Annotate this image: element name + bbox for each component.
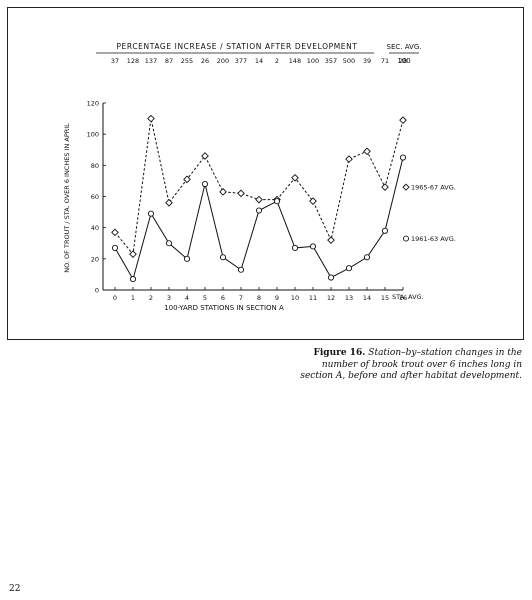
x-tick-label: 6 xyxy=(221,294,225,302)
x-tick-label: 0 xyxy=(113,294,117,302)
percentage-label: 28 xyxy=(399,57,407,65)
data-point-diamond xyxy=(345,155,353,163)
percentage-label: 377 xyxy=(235,57,247,65)
data-point-circle xyxy=(201,180,209,188)
y-tick-label: 40 xyxy=(91,224,99,232)
data-point-diamond xyxy=(309,197,317,206)
percentage-label: 200 xyxy=(217,57,229,65)
percentage-label: 71 xyxy=(381,57,389,65)
data-point-diamond xyxy=(219,187,227,196)
sec-avg-label: SEC. AVG. xyxy=(387,43,422,51)
percentage-label: 39 xyxy=(363,57,371,65)
x-tick-label: 1 xyxy=(131,294,135,302)
data-point-diamond xyxy=(327,236,335,244)
percentage-label: 128 xyxy=(127,57,139,65)
data-point-diamond xyxy=(363,147,371,156)
percentage-label: 14 xyxy=(255,57,263,65)
y-ticks: 0 20 40 60 80 100 120 xyxy=(87,100,106,295)
data-point-circle xyxy=(165,240,173,247)
data-point-circle xyxy=(219,254,227,261)
data-point-circle xyxy=(363,254,371,261)
data-point-diamond xyxy=(381,183,389,191)
data-point-diamond xyxy=(129,250,137,258)
percentage-label: 37 xyxy=(111,57,119,65)
percentage-label: 255 xyxy=(181,57,193,65)
data-point-circle xyxy=(255,207,263,214)
y-tick-label: 60 xyxy=(91,193,99,201)
percentage-row: 37 128 137 87 255 26 200 377 14 2 148 100 357 500 39 71… xyxy=(111,57,407,65)
data-point-circle xyxy=(381,227,389,234)
data-point-circle xyxy=(291,244,299,251)
percentage-label: 500 xyxy=(343,57,355,65)
data-point-diamond xyxy=(399,116,407,124)
percentage-label: 26 xyxy=(201,57,209,65)
percentage-label: 357 xyxy=(325,57,337,65)
trout-chart: PERCENTAGE INCREASE / STATION AFTER DEVE… xyxy=(63,42,456,312)
series-line xyxy=(114,118,404,256)
percentage-label: 2 xyxy=(275,57,279,65)
data-point-circle xyxy=(327,274,335,281)
x-tick-label: 10 xyxy=(291,294,299,302)
x-tick-label: 14 xyxy=(363,294,371,302)
x-tick-label: 4 xyxy=(185,294,189,302)
series-layer: 1965-67 AVG. 1961-63 AVG. xyxy=(111,114,456,283)
x-tick-label: 13 xyxy=(345,294,353,302)
x-tick-label: 8 xyxy=(257,294,261,302)
legend-label: 1965-67 AVG. xyxy=(411,184,456,192)
x-ticks: 0 1 2 3 4 5 6 7 8 9 10 11 12 13 14 15 16 xyxy=(113,287,407,302)
data-point-circle xyxy=(399,154,407,161)
figure-caption: Figure 16. Station–by–station changes in… xyxy=(300,348,522,383)
avg-marker-diamond xyxy=(402,183,410,191)
x-tick-label: 3 xyxy=(167,294,171,302)
x-axis-label: 100-YARD STATIONS IN SECTION A xyxy=(164,304,284,312)
x-tick-label: 5 xyxy=(203,294,207,302)
data-point-diamond xyxy=(237,189,245,198)
avg-marker-circle xyxy=(403,235,409,242)
x-tick-label: 7 xyxy=(239,294,243,302)
data-point-circle xyxy=(183,255,191,262)
data-point-diamond xyxy=(111,228,119,237)
x-tick-label: 15 xyxy=(381,294,389,302)
y-tick-label: 120 xyxy=(87,100,99,108)
data-point-diamond xyxy=(183,175,191,184)
x-tick-label: 12 xyxy=(327,294,335,302)
figure-number: Figure 16. xyxy=(313,348,366,358)
data-point-circle xyxy=(309,243,317,250)
x-tick-label: 9 xyxy=(275,294,279,302)
y-tick-label: 0 xyxy=(95,287,99,295)
y-axis-label: NO. OF TROUT / STA. OVER 6 INCHES IN APR… xyxy=(63,123,71,273)
series-line xyxy=(114,157,404,281)
data-point-circle xyxy=(237,266,245,273)
data-point-circle xyxy=(345,265,353,272)
data-point-diamond xyxy=(255,195,263,204)
figure-frame: PERCENTAGE INCREASE / STATION AFTER DEVE… xyxy=(7,7,524,340)
x-tick-label: 2 xyxy=(149,294,153,302)
y-tick-label: 20 xyxy=(91,255,99,263)
y-tick-label: 100 xyxy=(87,131,99,139)
percentage-label: 148 xyxy=(289,57,301,65)
percentage-label: 137 xyxy=(145,57,157,65)
sec-avg-value: 100 xyxy=(397,57,410,65)
data-point-diamond xyxy=(201,152,209,160)
legend-label: 1961-63 AVG. xyxy=(411,235,456,243)
data-point-diamond xyxy=(291,173,299,182)
data-point-diamond xyxy=(147,114,155,123)
top-title: PERCENTAGE INCREASE / STATION AFTER DEVE… xyxy=(116,42,357,51)
sta-avg-label: STA. AVG. xyxy=(392,293,424,301)
data-point-circle xyxy=(147,210,155,217)
data-point-circle xyxy=(111,244,119,251)
percentage-label: 100 xyxy=(307,57,319,65)
y-tick-label: 80 xyxy=(91,162,99,170)
caption-text: Station–by–station changes in the number… xyxy=(300,348,522,381)
x-tick-label: 11 xyxy=(309,294,317,302)
percentage-label: 87 xyxy=(165,57,173,65)
page-number: 22 xyxy=(9,584,21,594)
data-point-diamond xyxy=(165,198,173,207)
data-point-circle xyxy=(129,276,137,283)
data-point-circle xyxy=(273,198,281,205)
x-tick-label: 16 xyxy=(399,294,407,302)
